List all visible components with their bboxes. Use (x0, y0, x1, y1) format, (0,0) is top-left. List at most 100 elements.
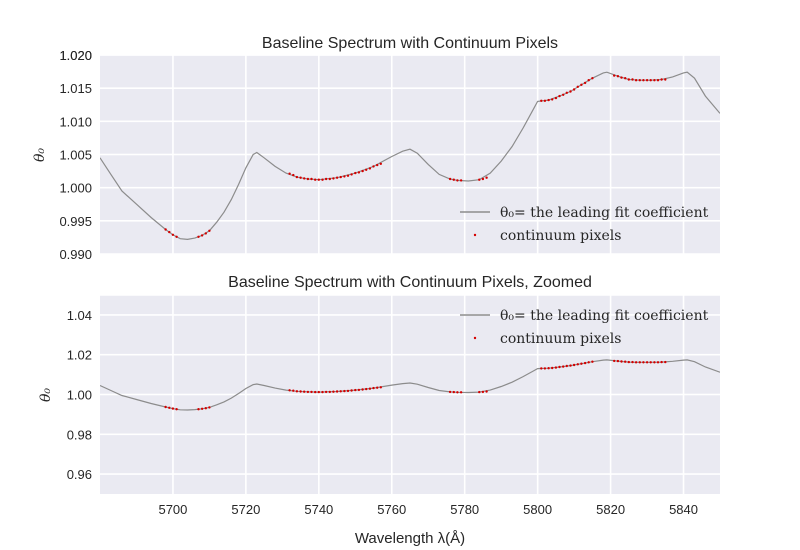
chart-title: Baseline Spectrum with Continuum Pixels (262, 35, 558, 52)
x-tick-label: 5840 (669, 502, 698, 517)
continuum-point (583, 361, 587, 365)
continuum-point (372, 386, 375, 390)
continuum-point (551, 98, 554, 101)
continuum-point (649, 79, 652, 82)
continuum-point (634, 79, 638, 82)
y-tick-label: 1.010 (59, 114, 92, 129)
continuum-point (343, 389, 346, 393)
continuum-point (164, 405, 167, 409)
continuum-point (299, 176, 302, 179)
continuum-point (456, 391, 459, 394)
continuum-point (562, 93, 565, 97)
x-tick-label: 5760 (377, 502, 406, 517)
continuum-point (478, 390, 481, 394)
y-tick-label: 1.020 (59, 48, 92, 63)
continuum-point (624, 77, 627, 80)
continuum-point (372, 165, 375, 168)
continuum-point (591, 77, 594, 80)
continuum-point (642, 361, 645, 364)
continuum-point (324, 177, 328, 181)
continuum-point (357, 388, 361, 392)
continuum-point (569, 90, 572, 93)
continuum-point (565, 91, 568, 95)
continuum-point (208, 229, 211, 232)
continuum-point (350, 389, 353, 392)
continuum-point (551, 366, 554, 370)
legend-point-swatch (473, 233, 477, 237)
continuum-point (175, 235, 178, 238)
continuum-point (376, 386, 379, 389)
continuum-point (368, 387, 372, 390)
continuum-point (365, 168, 368, 171)
y-tick-label: 1.020 (59, 48, 92, 63)
continuum-point (645, 361, 649, 364)
continuum-point (587, 79, 590, 82)
continuum-point (354, 171, 357, 175)
x-tick-label: 5820 (596, 502, 625, 517)
continuum-point (554, 96, 558, 100)
continuum-point (452, 178, 455, 181)
x-tick-label: 5780 (450, 502, 479, 517)
chart-title: Baseline Spectrum with Continuum Pixels,… (228, 274, 592, 291)
continuum-point (616, 75, 620, 78)
continuum-point (540, 99, 543, 103)
continuum-point (346, 389, 350, 393)
continuum-point (613, 359, 616, 363)
continuum-point (591, 360, 594, 363)
continuum-point (583, 81, 587, 85)
continuum-point (485, 390, 488, 393)
continuum-point (481, 390, 485, 394)
continuum-point (459, 391, 463, 394)
continuum-point (175, 408, 178, 411)
continuum-point (164, 228, 167, 231)
continuum-point (354, 388, 357, 392)
continuum-point (660, 360, 663, 364)
continuum-point (627, 360, 630, 364)
continuum-point (335, 176, 339, 179)
continuum-point (547, 367, 550, 370)
continuum-point (171, 407, 175, 410)
legend-label-continuum: continuum pixels (500, 228, 621, 244)
continuum-point (485, 176, 488, 179)
continuum-point (562, 365, 565, 368)
continuum-point (540, 367, 543, 370)
continuum-point (616, 359, 620, 363)
continuum-point (328, 177, 331, 181)
continuum-point (634, 361, 638, 364)
continuum-point (478, 178, 481, 181)
y-tick-label: 1.000 (59, 181, 92, 196)
y-tick-label: 1.04 (67, 308, 92, 323)
y-tick-label: 1.005 (59, 148, 92, 163)
continuum-point (197, 235, 200, 238)
continuum-point (554, 366, 558, 369)
continuum-point (613, 74, 616, 77)
continuum-point (572, 88, 576, 91)
continuum-point (321, 390, 324, 394)
continuum-point (310, 390, 313, 394)
continuum-point (168, 230, 171, 234)
legend-label-spectrum: θ₀= the leading fit coefficient (500, 308, 709, 324)
continuum-point (332, 390, 335, 393)
continuum-point (580, 83, 583, 87)
continuum-point (208, 406, 211, 409)
continuum-point (288, 389, 291, 392)
continuum-point (306, 177, 310, 181)
continuum-point (310, 177, 313, 181)
continuum-point (379, 386, 382, 389)
continuum-point (645, 79, 649, 82)
continuum-point (171, 233, 175, 236)
continuum-point (303, 390, 306, 393)
continuum-point (200, 234, 204, 237)
continuum-point (346, 174, 350, 177)
continuum-point (565, 364, 568, 368)
continuum-point (288, 172, 291, 175)
y-tick-label: 1.00 (67, 388, 92, 403)
y-axis-label: θ₀ (32, 148, 48, 162)
continuum-point (576, 363, 579, 366)
y-tick-label: 0.990 (59, 247, 92, 262)
continuum-point (660, 78, 663, 81)
x-tick-label: 5700 (158, 502, 187, 517)
continuum-point (638, 79, 641, 82)
continuum-point (620, 76, 623, 79)
